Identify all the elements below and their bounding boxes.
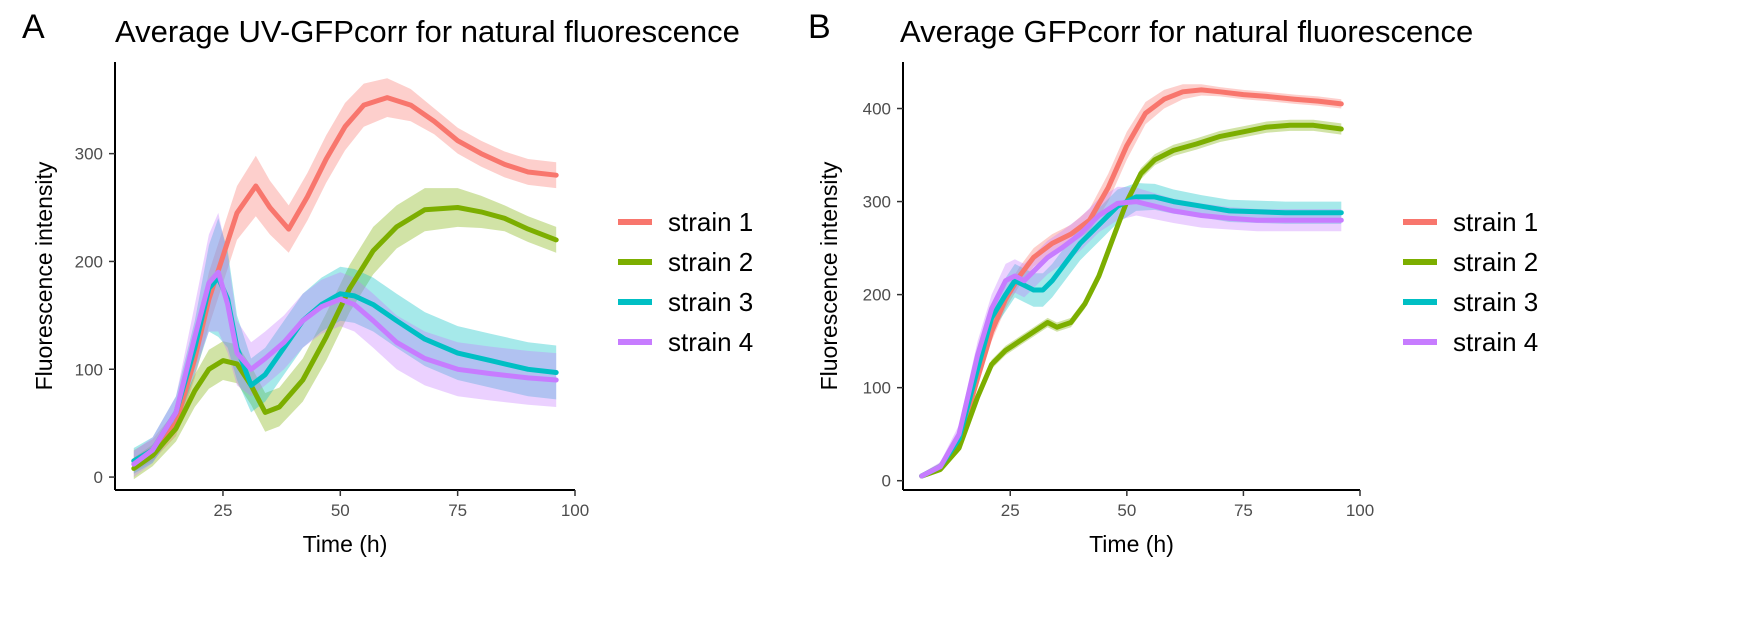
panel-b-band-series-2 [921, 119, 1342, 479]
panel-b-legend-label-series-2: strain 2 [1453, 247, 1538, 277]
panel-b-band-series-1 [921, 84, 1342, 479]
panel-b-letter: B [808, 8, 831, 46]
panel-a-legend-label-series-2: strain 2 [668, 247, 753, 277]
panel-b-legend-label-series-1: strain 1 [1453, 207, 1538, 237]
panel-a-y-tick-label: 0 [94, 468, 103, 487]
panel-a-legend-label-series-3: strain 3 [668, 287, 753, 317]
panel-b-line-series-4 [919, 199, 1344, 479]
panel-b-x-axis-title: Time (h) [1089, 531, 1174, 557]
panel-a-letter: A [22, 8, 45, 46]
panel-a-y-tick-label: 100 [75, 360, 103, 379]
panel-a-legend-label-series-1: strain 1 [668, 207, 753, 237]
panel-b-y-tick-label: 200 [863, 286, 891, 305]
panel-a-line-series-4 [131, 269, 559, 467]
panel-a-band-series-4 [133, 212, 557, 478]
panel-a-band-series-2 [133, 188, 557, 480]
panel-b-line-series-1 [919, 87, 1344, 479]
panel-a-x-tick-label: 25 [213, 501, 232, 520]
panel-b-band-series-4 [921, 186, 1342, 479]
panel-a-x-tick-label: 100 [561, 501, 589, 520]
panel-b-y-tick-label: 300 [863, 193, 891, 212]
panel-b-x-tick-label: 25 [1001, 501, 1020, 520]
panel-b-y-tick-label: 400 [863, 100, 891, 119]
panel-b-x-tick-label: 100 [1346, 501, 1374, 520]
panel-b-y-axis-title: Fluorescence intensity [816, 161, 842, 390]
panel-a-legend-label-series-4: strain 4 [668, 327, 753, 357]
panel-b-y-tick-label: 100 [863, 379, 891, 398]
panel-b-line-series-2 [919, 122, 1344, 479]
panel-a-title: Average UV-GFPcorr for natural fluoresce… [115, 14, 740, 49]
panel-a-y-axis-title: Fluorescence intensity [31, 161, 57, 390]
panel-a-y-tick-label: 200 [75, 252, 103, 271]
panel-a-chart: 0 100 200 300 25 50 75 100 Time (h) Fluorescence … [31, 62, 753, 557]
panel-a-x-axis-title: Time (h) [303, 531, 388, 557]
panel-a-band-series-3 [133, 218, 557, 474]
panel-b-x-tick-label: 50 [1117, 501, 1136, 520]
panel-b-legend-label-series-3: strain 3 [1453, 287, 1538, 317]
panel-b-title: Average GFPcorr for natural fluorescence [900, 14, 1474, 49]
panel-b-x-tick-label: 75 [1234, 501, 1253, 520]
panel-a-y-tick-label: 300 [75, 145, 103, 164]
panel-a-line-series-2 [131, 205, 559, 471]
panel-a-x-tick-label: 50 [331, 501, 350, 520]
panel-b-line-series-3 [919, 194, 1344, 479]
panel-a-x-tick-label: 75 [448, 501, 467, 520]
panel-b-y-tick-label: 0 [882, 472, 891, 491]
panel-b-legend-label-series-4: strain 4 [1453, 327, 1538, 357]
panel-b-chart: 0 100 200 300 400 25 50 75 100 Time (h) Fluorescen… [816, 62, 1538, 557]
